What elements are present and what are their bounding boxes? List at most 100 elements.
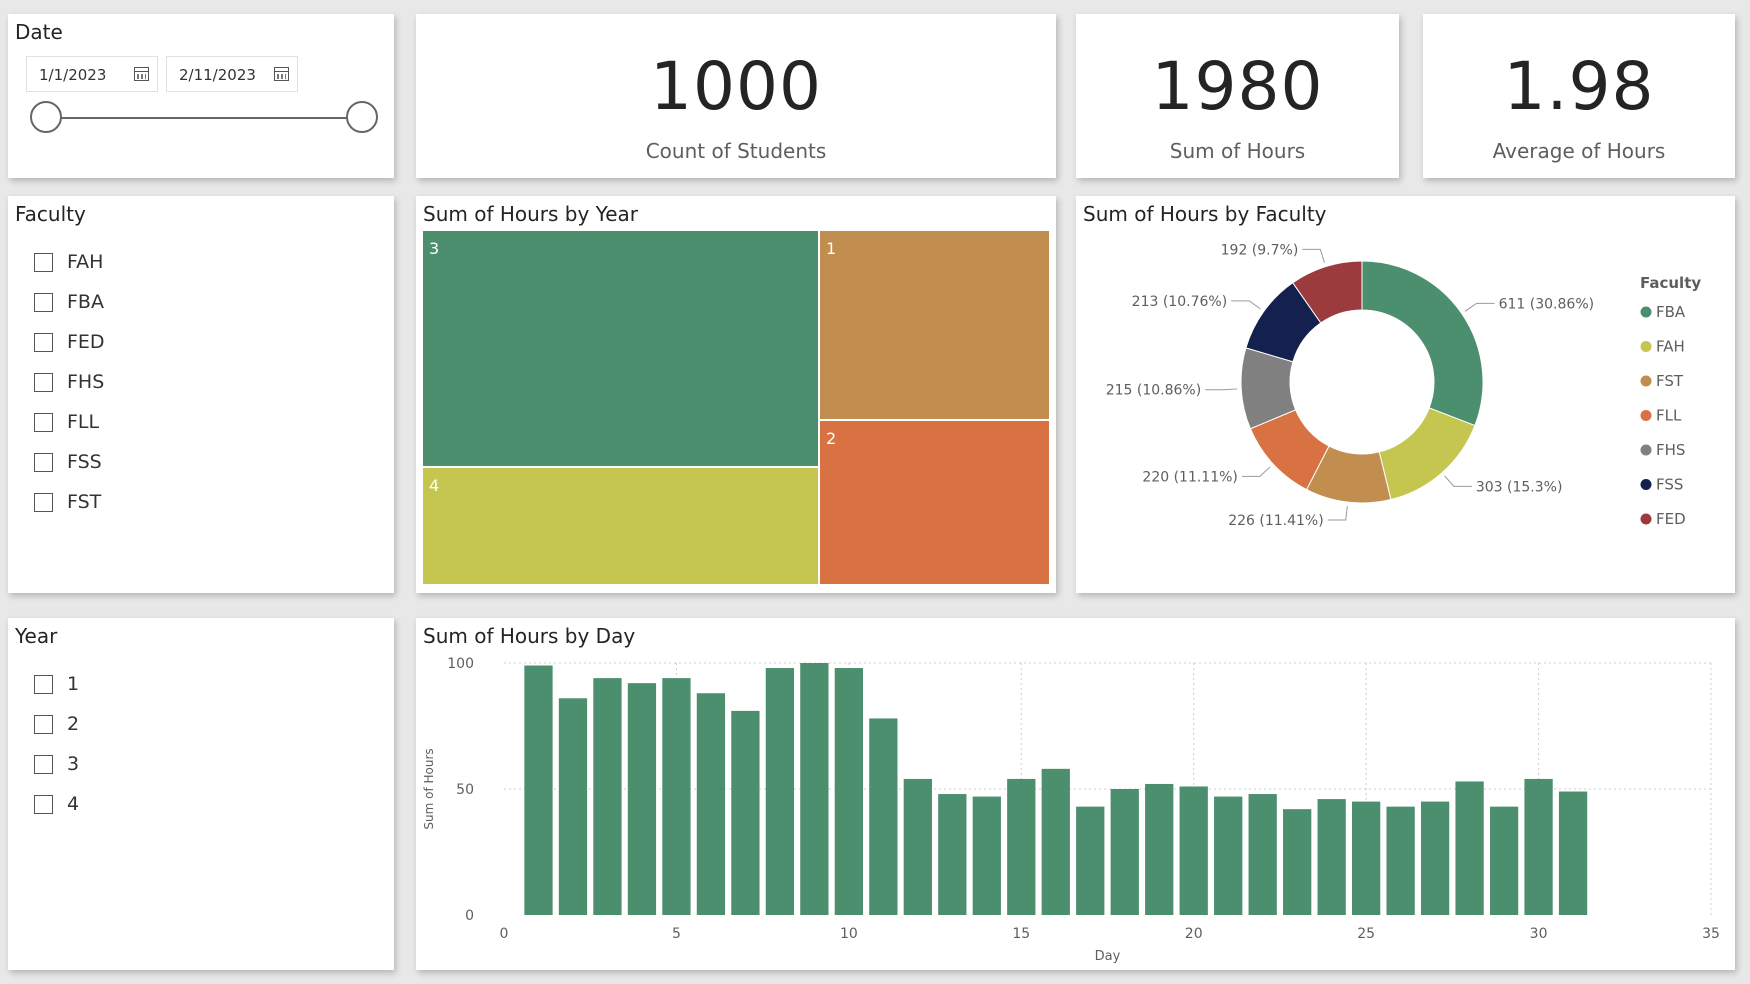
treemap-cell-label: 1: [826, 239, 837, 258]
kpi-label: Sum of Hours: [1169, 139, 1306, 163]
bar[interactable]: [1489, 806, 1519, 915]
bar[interactable]: [1455, 781, 1484, 915]
bar[interactable]: [1248, 794, 1277, 915]
year-option[interactable]: 2: [34, 704, 79, 744]
treemap-cell-year-3[interactable]: 3: [422, 230, 819, 467]
bar[interactable]: [627, 683, 657, 915]
calendar-icon[interactable]: [134, 67, 149, 81]
checkbox[interactable]: [34, 372, 53, 392]
legend-marker: [1640, 306, 1652, 318]
donut-data-label: 215 (10.86%): [1106, 383, 1201, 399]
bar[interactable]: [1283, 809, 1312, 915]
kpi-value: 1980: [1151, 48, 1324, 125]
bar[interactable]: [1179, 786, 1208, 915]
bar[interactable]: [972, 796, 1001, 915]
bar[interactable]: [1214, 796, 1243, 915]
bar[interactable]: [1110, 789, 1139, 915]
treemap-card: Sum of Hours by Year 3 4 1 2: [416, 196, 1056, 593]
checkbox[interactable]: [34, 252, 53, 272]
bar[interactable]: [1386, 806, 1415, 915]
faculty-list: FAH FBA FED FHS FLL FSS FST: [34, 242, 105, 522]
y-axis-label: Sum of Hours: [422, 748, 436, 829]
treemap-cell-label: 4: [429, 476, 440, 495]
treemap-cell-year-1[interactable]: 1: [819, 230, 1050, 420]
bar-chart[interactable]: 0 50 100 0 5 10 15 20 25 30 35 Day Sum of Hours: [416, 618, 1735, 970]
bar[interactable]: [1145, 783, 1174, 915]
bar[interactable]: [834, 668, 863, 915]
donut-slice[interactable]: [1361, 260, 1484, 427]
bar[interactable]: [731, 710, 760, 915]
end-date-value: 2/11/2023: [179, 66, 256, 84]
checkbox[interactable]: [34, 714, 53, 734]
checkbox[interactable]: [34, 794, 53, 814]
bar[interactable]: [1076, 806, 1105, 915]
donut-leader-line: [1302, 248, 1325, 263]
bar[interactable]: [1558, 791, 1588, 915]
bar[interactable]: [869, 718, 898, 915]
donut-slice[interactable]: [1292, 260, 1363, 324]
treemap-cell-label: 3: [429, 239, 440, 258]
bar[interactable]: [765, 668, 795, 915]
bar[interactable]: [938, 794, 967, 915]
faculty-option[interactable]: FST: [34, 482, 105, 522]
checkbox[interactable]: [34, 412, 53, 432]
bar-chart-title: Sum of Hours by Day: [423, 624, 636, 648]
bar[interactable]: [1007, 778, 1036, 915]
start-date-input[interactable]: 1/1/2023: [26, 56, 158, 92]
checkbox[interactable]: [34, 332, 53, 352]
kpi-label: Average of Hours: [1492, 139, 1666, 163]
kpi-card-count-students: 1000 Count of Students: [416, 14, 1056, 178]
faculty-option-label: FSS: [67, 451, 102, 473]
treemap-cell-year-4[interactable]: 4: [422, 467, 819, 585]
faculty-option[interactable]: FAH: [34, 242, 105, 282]
checkbox[interactable]: [34, 452, 53, 472]
bar[interactable]: [662, 678, 691, 915]
bar[interactable]: [1352, 801, 1381, 915]
end-date-input[interactable]: 2/11/2023: [166, 56, 298, 92]
x-tick-label: 30: [1530, 926, 1548, 942]
x-tick-label: 15: [1012, 926, 1030, 942]
bar[interactable]: [903, 778, 932, 915]
faculty-slicer-card: Faculty FAH FBA FED FHS FLL FSS FST: [8, 196, 394, 593]
bar[interactable]: [558, 698, 588, 915]
year-option[interactable]: 4: [34, 784, 79, 824]
checkbox[interactable]: [34, 674, 53, 694]
checkbox[interactable]: [34, 292, 53, 312]
treemap-cell-year-2[interactable]: 2: [819, 420, 1050, 585]
year-option[interactable]: 3: [34, 744, 79, 784]
faculty-option[interactable]: FHS: [34, 362, 105, 402]
bar[interactable]: [524, 665, 553, 915]
date-range-end-handle[interactable]: [346, 101, 378, 133]
calendar-icon[interactable]: [274, 67, 289, 81]
faculty-option[interactable]: FED: [34, 322, 105, 362]
checkbox[interactable]: [34, 754, 53, 774]
year-option-label: 2: [67, 713, 80, 735]
bar[interactable]: [1524, 778, 1553, 915]
legend-marker: [1640, 375, 1652, 387]
legend-label: FED: [1656, 510, 1686, 528]
donut-leader-line: [1205, 388, 1238, 391]
donut-slice[interactable]: [1378, 407, 1476, 501]
faculty-option[interactable]: FBA: [34, 282, 105, 322]
bar[interactable]: [696, 693, 726, 915]
checkbox[interactable]: [34, 492, 53, 512]
bar[interactable]: [800, 663, 829, 915]
x-tick-label: 20: [1185, 926, 1203, 942]
kpi-value: 1.98: [1503, 48, 1655, 125]
bar[interactable]: [593, 678, 622, 915]
donut-chart[interactable]: 611 (30.86%) 303 (15.3%) 226 (11.41%) 220 (…: [1076, 196, 1735, 593]
kpi-value: 1000: [650, 48, 822, 125]
faculty-option[interactable]: FSS: [34, 442, 105, 482]
legend-marker: [1640, 410, 1652, 421]
bar[interactable]: [1420, 801, 1450, 915]
start-date-value: 1/1/2023: [39, 66, 107, 84]
faculty-option[interactable]: FLL: [34, 402, 105, 442]
year-option-label: 4: [67, 793, 80, 815]
bar[interactable]: [1041, 768, 1070, 915]
year-option[interactable]: 1: [34, 664, 79, 704]
x-axis-label: Day: [1095, 949, 1121, 964]
legend-label: FHS: [1656, 441, 1685, 459]
bar[interactable]: [1317, 799, 1346, 915]
donut-leader-line: [1464, 302, 1495, 312]
date-range-start-handle[interactable]: [30, 101, 62, 133]
